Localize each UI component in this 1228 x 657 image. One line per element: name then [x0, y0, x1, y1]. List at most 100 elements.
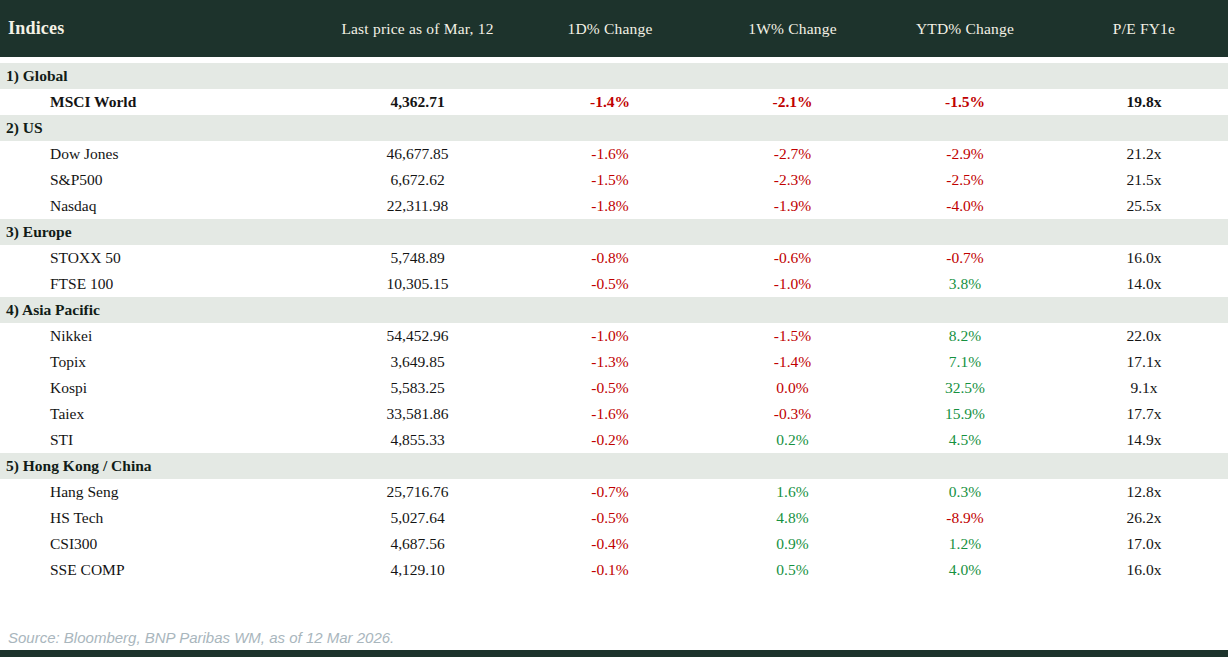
section-header-row: 1) Global [0, 63, 1228, 89]
table-row: Taiex 33,581.86 -1.6% -0.3% 15.9% 17.7x [0, 401, 1228, 427]
pe-fy1e: 26.2x [1060, 509, 1228, 527]
index-name: Hang Seng [0, 483, 330, 501]
last-price: 4,362.71 [330, 93, 505, 111]
change-1d: -1.3% [505, 353, 715, 371]
pe-fy1e: 17.0x [1060, 535, 1228, 553]
table-row: Topix 3,649.85 -1.3% -1.4% 7.1% 17.1x [0, 349, 1228, 375]
last-price: 4,855.33 [330, 431, 505, 449]
section-header-row: 3) Europe [0, 219, 1228, 245]
index-name: MSCI World [0, 93, 330, 111]
table-row: CSI300 4,687.56 -0.4% 0.9% 1.2% 17.0x [0, 531, 1228, 557]
change-ytd: 0.3% [870, 483, 1060, 501]
table-row: FTSE 100 10,305.15 -0.5% -1.0% 3.8% 14.0… [0, 271, 1228, 297]
change-1w: 0.0% [715, 379, 870, 397]
last-price: 4,687.56 [330, 535, 505, 553]
source-note: Source: Bloomberg, BNP Paribas WM, as of… [8, 629, 394, 646]
pe-fy1e: 25.5x [1060, 197, 1228, 215]
last-price: 6,672.62 [330, 171, 505, 189]
change-ytd: 4.0% [870, 561, 1060, 579]
section-header-row: 5) Hong Kong / China [0, 453, 1228, 479]
index-name: HS Tech [0, 509, 330, 527]
change-ytd: -0.7% [870, 249, 1060, 267]
table-row: MSCI World 4,362.71 -1.4% -2.1% -1.5% 19… [0, 89, 1228, 115]
change-1d: -1.6% [505, 405, 715, 423]
last-price: 54,452.96 [330, 327, 505, 345]
change-1w: 4.8% [715, 509, 870, 527]
change-1d: -1.0% [505, 327, 715, 345]
index-name: Nasdaq [0, 197, 330, 215]
last-price: 5,583.25 [330, 379, 505, 397]
index-name: S&P500 [0, 171, 330, 189]
col-header-1w-change: 1W% Change [715, 20, 870, 38]
index-name: CSI300 [0, 535, 330, 553]
pe-fy1e: 12.8x [1060, 483, 1228, 501]
change-1d: -1.8% [505, 197, 715, 215]
section-header-row: 2) US [0, 115, 1228, 141]
change-1d: -0.5% [505, 275, 715, 293]
last-price: 5,748.89 [330, 249, 505, 267]
change-1d: -0.5% [505, 509, 715, 527]
last-price: 5,027.64 [330, 509, 505, 527]
pe-fy1e: 16.0x [1060, 249, 1228, 267]
change-1w: -0.3% [715, 405, 870, 423]
index-name: STI [0, 431, 330, 449]
last-price: 4,129.10 [330, 561, 505, 579]
index-name: Taiex [0, 405, 330, 423]
change-ytd: -2.9% [870, 145, 1060, 163]
pe-fy1e: 19.8x [1060, 93, 1228, 111]
table-row: SSE COMP 4,129.10 -0.1% 0.5% 4.0% 16.0x [0, 557, 1228, 583]
col-header-last-price: Last price as of Mar, 12 [330, 20, 505, 38]
table-header: Indices Last price as of Mar, 12 1D% Cha… [0, 0, 1228, 57]
col-header-1d-change: 1D% Change [505, 20, 715, 38]
change-1d: -1.4% [505, 93, 715, 111]
change-1w: -1.9% [715, 197, 870, 215]
change-1d: -0.7% [505, 483, 715, 501]
pe-fy1e: 14.9x [1060, 431, 1228, 449]
col-header-ytd-change: YTD% Change [870, 20, 1060, 38]
table-row: Nikkei 54,452.96 -1.0% -1.5% 8.2% 22.0x [0, 323, 1228, 349]
section-header-row: 4) Asia Pacific [0, 297, 1228, 323]
index-name: STOXX 50 [0, 249, 330, 267]
bottom-bar [0, 650, 1228, 657]
change-1d: -1.5% [505, 171, 715, 189]
change-ytd: -8.9% [870, 509, 1060, 527]
change-1w: 0.2% [715, 431, 870, 449]
change-1w: -2.1% [715, 93, 870, 111]
pe-fy1e: 21.5x [1060, 171, 1228, 189]
pe-fy1e: 14.0x [1060, 275, 1228, 293]
change-1d: -1.6% [505, 145, 715, 163]
section-label: 5) Hong Kong / China [0, 453, 330, 479]
table-row: Nasdaq 22,311.98 -1.8% -1.9% -4.0% 25.5x [0, 193, 1228, 219]
table-row: HS Tech 5,027.64 -0.5% 4.8% -8.9% 26.2x [0, 505, 1228, 531]
change-1w: 0.9% [715, 535, 870, 553]
section-label: 3) Europe [0, 219, 330, 245]
index-name: SSE COMP [0, 561, 330, 579]
table-body: 1) Global MSCI World 4,362.71 -1.4% -2.1… [0, 63, 1228, 583]
last-price: 22,311.98 [330, 197, 505, 215]
change-1w: 1.6% [715, 483, 870, 501]
change-1d: -0.2% [505, 431, 715, 449]
index-name: Topix [0, 353, 330, 371]
change-ytd: 4.5% [870, 431, 1060, 449]
pe-fy1e: 21.2x [1060, 145, 1228, 163]
index-name: Kospi [0, 379, 330, 397]
last-price: 10,305.15 [330, 275, 505, 293]
change-ytd: 3.8% [870, 275, 1060, 293]
change-1d: -0.4% [505, 535, 715, 553]
change-1d: -0.1% [505, 561, 715, 579]
change-1w: -1.0% [715, 275, 870, 293]
table-row: STI 4,855.33 -0.2% 0.2% 4.5% 14.9x [0, 427, 1228, 453]
change-ytd: 15.9% [870, 405, 1060, 423]
change-1w: -1.5% [715, 327, 870, 345]
section-label: 1) Global [0, 63, 330, 89]
change-ytd: -1.5% [870, 93, 1060, 111]
last-price: 3,649.85 [330, 353, 505, 371]
pe-fy1e: 17.7x [1060, 405, 1228, 423]
change-ytd: -4.0% [870, 197, 1060, 215]
pe-fy1e: 16.0x [1060, 561, 1228, 579]
change-1w: -2.7% [715, 145, 870, 163]
change-ytd: 8.2% [870, 327, 1060, 345]
page-title: Indices [0, 18, 330, 39]
table-row: STOXX 50 5,748.89 -0.8% -0.6% -0.7% 16.0… [0, 245, 1228, 271]
table-row: S&P500 6,672.62 -1.5% -2.3% -2.5% 21.5x [0, 167, 1228, 193]
